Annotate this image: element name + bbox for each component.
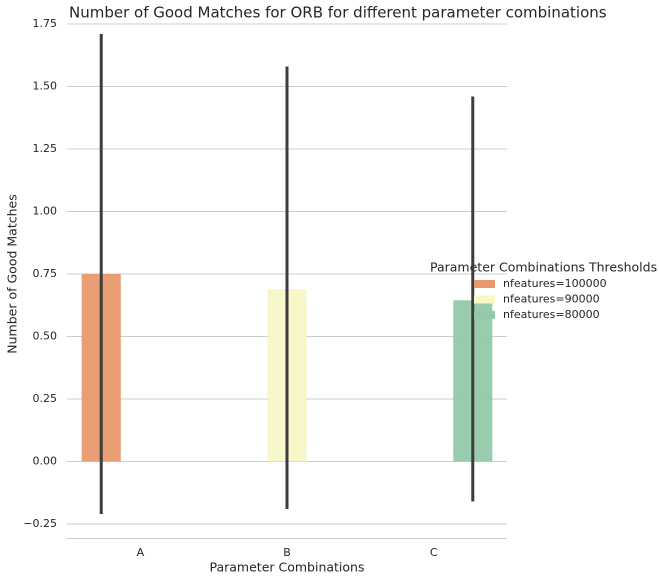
y-tick-label: 1.75 [33, 17, 58, 30]
x-tick-label: A [137, 546, 145, 559]
y-tick-label: 0.75 [33, 267, 58, 280]
y-tick-label: 0.00 [33, 455, 58, 468]
y-tick-label: 1.00 [33, 205, 58, 218]
chart-title: Number of Good Matches for ORB for diffe… [69, 4, 607, 22]
legend-label: nfeatures=90000 [503, 293, 600, 306]
x-tick-label: B [283, 546, 291, 559]
y-tick-label: 0.50 [33, 330, 58, 343]
y-tick-label: 1.50 [33, 80, 58, 93]
y-tick-label: 1.25 [33, 142, 58, 155]
y-tick-label: −0.25 [23, 517, 57, 530]
x-axis-title: Parameter Combinations [209, 560, 364, 575]
legend-swatch [474, 311, 495, 319]
legend-swatch [474, 295, 495, 304]
legend-label: nfeatures=80000 [503, 308, 600, 321]
legend-title: Parameter Combinations Thresholds [430, 260, 657, 275]
legend-swatch [474, 280, 495, 288]
y-tick-label: 0.25 [33, 392, 58, 405]
x-tick-label: C [430, 546, 438, 559]
y-axis-title: Number of Good Matches [5, 194, 20, 353]
legend-label: nfeatures=100000 [503, 277, 607, 290]
